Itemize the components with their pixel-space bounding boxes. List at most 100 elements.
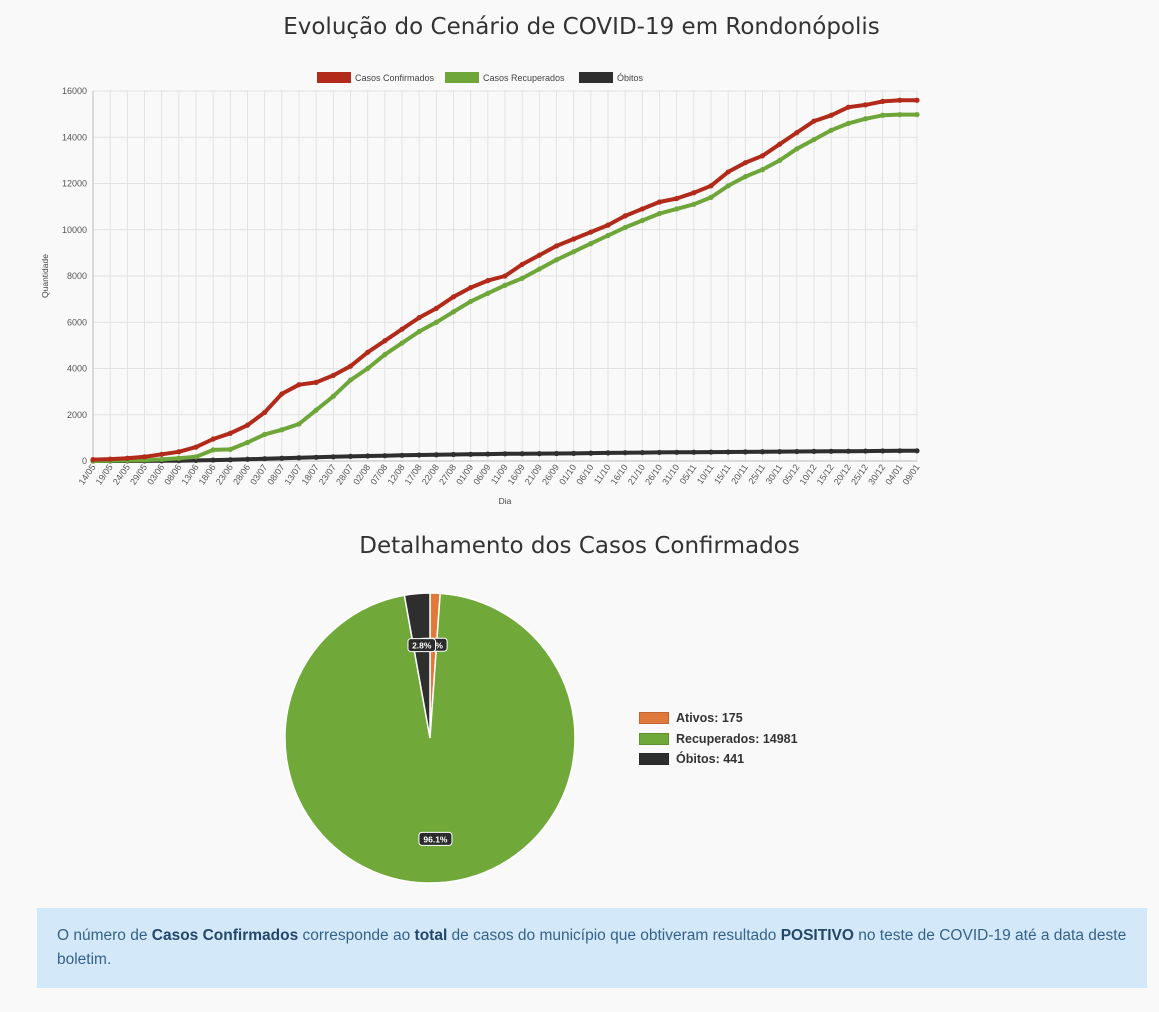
data-point: [691, 449, 697, 455]
data-point: [708, 183, 714, 189]
x-tick-label: 17/08: [403, 462, 424, 486]
x-tick-label: 26/09: [540, 462, 561, 486]
y-tick-label: 8000: [67, 271, 87, 281]
x-tick-label: 03/06: [145, 462, 166, 486]
data-point: [468, 284, 474, 291]
series-1: [90, 111, 920, 464]
data-point: [468, 298, 474, 305]
data-point: [296, 382, 302, 388]
pie-legend-item: Óbitos: 441: [639, 749, 798, 770]
data-point: [777, 157, 783, 163]
data-point: [433, 305, 439, 311]
x-tick-label: 28/07: [334, 462, 355, 486]
data-point: [742, 173, 748, 180]
data-point: [588, 450, 594, 456]
legend-item: Óbitos: [579, 72, 644, 83]
pie-legend-label: Ativos: 175: [676, 711, 743, 726]
pie-legend-swatch: [639, 732, 669, 745]
data-point: [330, 372, 336, 379]
x-tick-label: 08/07: [265, 462, 286, 486]
x-tick-label: 25/11: [746, 462, 767, 486]
x-tick-label: 16/10: [609, 462, 630, 486]
pie-data-label: 2.8%: [407, 638, 437, 653]
data-point: [588, 241, 594, 247]
data-point: [399, 452, 405, 458]
data-point: [519, 451, 525, 457]
pie-legend-item: Recuperados: 14981: [639, 729, 798, 750]
x-tick-label: 01/09: [454, 462, 475, 486]
data-point: [262, 409, 268, 416]
pie-data-label-box: [407, 638, 437, 653]
data-point: [759, 153, 766, 159]
data-point: [347, 453, 354, 459]
pie-chart-title: Detalhamento dos Casos Confirmados: [359, 533, 800, 559]
data-point: [862, 448, 869, 454]
data-point: [485, 278, 491, 284]
data-point: [330, 393, 336, 399]
data-point: [708, 194, 714, 200]
y-tick-label: 14000: [62, 132, 87, 142]
info-bold-total: total: [414, 927, 448, 944]
data-point: [914, 97, 920, 103]
data-point: [450, 294, 457, 300]
data-point: [622, 224, 628, 231]
data-point: [725, 449, 731, 455]
pie-data-label-text: 2.8%: [412, 641, 432, 651]
data-point: [193, 454, 199, 460]
data-point: [433, 452, 439, 458]
data-point: [862, 116, 869, 122]
y-tick-label: 4000: [67, 364, 87, 374]
x-tick-label: 18/06: [197, 462, 218, 486]
x-tick-label: 19/05: [94, 462, 115, 486]
data-point: [674, 206, 680, 212]
x-tick-label: 20/12: [832, 462, 853, 486]
data-point: [674, 195, 680, 202]
x-tick-label: 30/12: [866, 462, 887, 486]
data-point: [262, 431, 268, 438]
data-point: [416, 315, 422, 321]
info-text-4: no teste de COVID-19 até a data deste bo…: [57, 927, 1127, 968]
x-tick-label: 10/11: [695, 462, 716, 486]
data-point: [914, 448, 920, 454]
pie-data-label: 96.1%: [418, 831, 453, 846]
x-tick-label: 05/12: [780, 462, 801, 486]
x-tick-label: 06/09: [471, 462, 492, 486]
x-tick-label: 23/06: [214, 462, 235, 486]
data-point: [330, 454, 336, 460]
data-point: [210, 436, 216, 442]
x-tick-label: 04/01: [883, 462, 904, 486]
line-chart: 0 2000 4000 6000 8000 10000 12000 14000 16000 14/…: [40, 72, 922, 506]
pie-chart: 1.1%96.1%2.8%: [284, 592, 576, 884]
data-point: [399, 340, 405, 346]
x-tick-label: 24/05: [111, 462, 132, 486]
data-point: [828, 112, 834, 118]
data-point: [845, 104, 851, 110]
data-point: [622, 450, 628, 456]
data-point: [571, 450, 577, 456]
data-point: [880, 98, 886, 105]
legend-swatch: [445, 72, 479, 83]
legend-label: Óbitos: [617, 73, 644, 83]
data-point: [536, 252, 542, 258]
data-point: [502, 451, 508, 457]
data-point: [468, 451, 474, 457]
y-tick-label: 10000: [62, 225, 87, 235]
data-point: [365, 365, 371, 372]
data-point: [159, 456, 165, 462]
line-chart-title: Evolução do Cenário de COVID-19 em Rondo…: [283, 14, 880, 40]
x-tick-label: 13/07: [283, 462, 304, 486]
data-point: [811, 448, 817, 455]
data-point: [485, 451, 491, 457]
x-tick-label: 26/10: [643, 462, 664, 486]
data-point: [639, 449, 645, 456]
data-point: [639, 217, 645, 224]
legend-item: Casos Confirmados: [317, 72, 435, 83]
data-point: [656, 210, 663, 217]
x-tick-label: 15/12: [815, 462, 836, 486]
x-tick-label: 16/09: [506, 462, 527, 486]
data-point: [674, 449, 680, 455]
x-tick-label: 13/06: [180, 462, 201, 486]
x-tick-label: 21/10: [626, 462, 647, 486]
data-point: [519, 261, 525, 268]
data-point: [777, 449, 783, 455]
